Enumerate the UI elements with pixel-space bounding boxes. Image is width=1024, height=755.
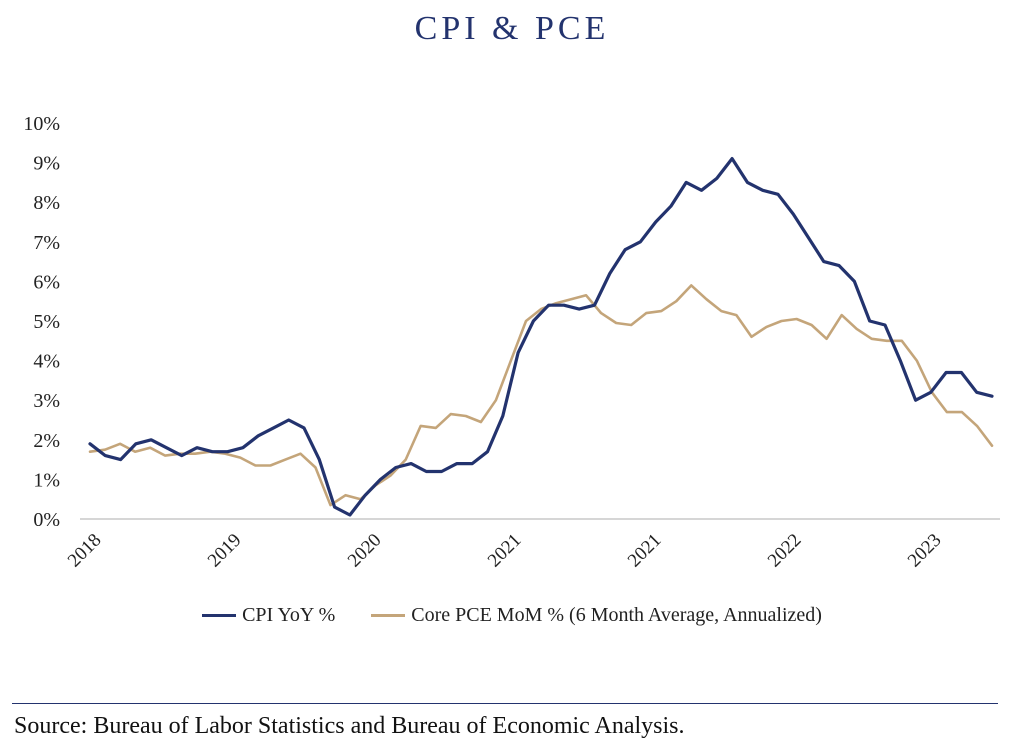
x-axis: 2018 2019 2020 2021 2021 2022 2023 [64, 530, 946, 572]
series-layer [88, 157, 994, 517]
y-axis: 0% 1% 2% 3% 4% 5% 6% 7% 8% 9% 10% [23, 113, 60, 531]
y-tick-label: 7% [33, 232, 60, 254]
x-tick-label: 2019 [204, 530, 246, 572]
y-tick-label: 6% [33, 271, 60, 293]
y-tick-label: 10% [23, 113, 60, 135]
legend: CPI YoY % Core PCE MoM % (6 Month Averag… [0, 604, 1024, 627]
y-tick-label: 1% [33, 469, 60, 491]
y-tick-label: 5% [33, 311, 60, 333]
y-tick-label: 2% [33, 430, 60, 452]
source-note: Source: Bureau of Labor Statistics and B… [14, 713, 685, 739]
legend-item-pce: Core PCE MoM % (6 Month Average, Annuali… [371, 604, 822, 627]
y-tick-label: 8% [33, 192, 60, 214]
series-line-pce [88, 284, 994, 507]
legend-label-pce: Core PCE MoM % (6 Month Average, Annuali… [411, 604, 822, 626]
chart-title: CPI & PCE [414, 10, 610, 47]
x-tick-label: 2021 [624, 530, 666, 572]
x-tick-label: 2022 [764, 530, 806, 572]
legend-label-cpi: CPI YoY % [242, 604, 336, 626]
series-line-cpi [88, 157, 994, 517]
line-chart: 0% 1% 2% 3% 4% 5% 6% 7% 8% 9% 10% 2018 2019 2020 2021… [23, 113, 1000, 572]
y-tick-label: 0% [33, 509, 60, 531]
legend-item-cpi: CPI YoY % [202, 604, 335, 627]
x-tick-label: 2023 [904, 530, 946, 572]
y-tick-label: 9% [33, 153, 60, 175]
x-tick-label: 2021 [484, 530, 526, 572]
x-tick-label: 2020 [344, 530, 386, 572]
y-tick-label: 3% [33, 390, 60, 412]
legend-swatch-pce [371, 614, 406, 617]
x-tick-label: 2018 [64, 530, 106, 572]
y-tick-label: 4% [33, 351, 60, 373]
divider [12, 703, 998, 704]
legend-swatch-cpi [202, 614, 237, 617]
